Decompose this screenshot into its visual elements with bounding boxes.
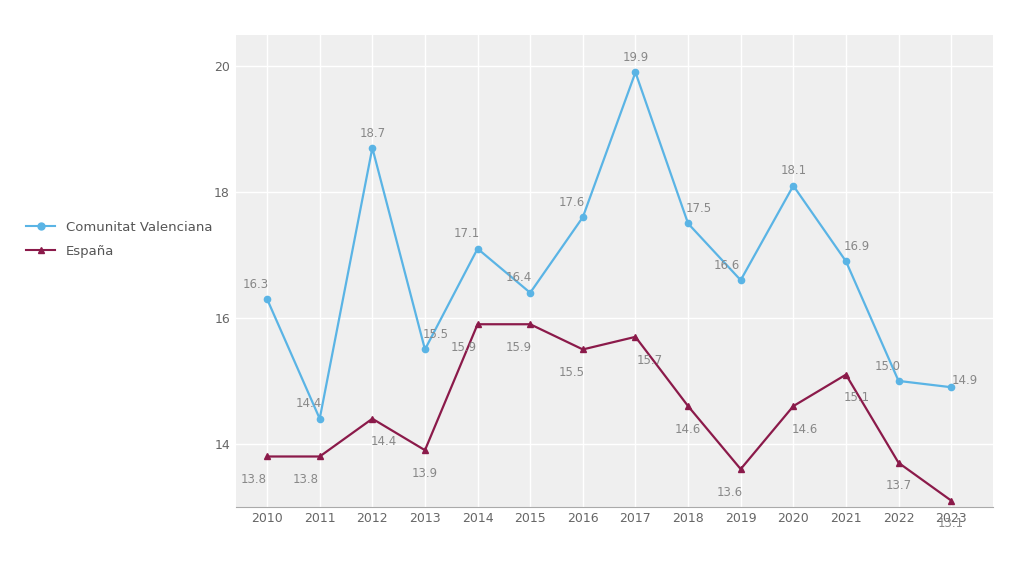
Text: 15.9: 15.9	[506, 341, 532, 354]
Comunitat Valenciana	[419, 346, 431, 353]
Comunitat Valenciana	[261, 295, 273, 302]
Comunitat Valenciana	[367, 145, 379, 151]
Text: 14.6: 14.6	[675, 423, 701, 436]
Comunitat Valenciana	[471, 245, 483, 252]
España	[577, 346, 589, 353]
Comunitat Valenciana	[840, 258, 852, 265]
Comunitat Valenciana	[524, 289, 537, 296]
Comunitat Valenciana	[892, 377, 904, 384]
España	[261, 453, 273, 460]
España	[367, 415, 379, 422]
España	[734, 465, 746, 472]
Text: 13.6: 13.6	[717, 486, 742, 499]
Text: 17.5: 17.5	[686, 202, 713, 215]
Comunitat Valenciana	[313, 415, 326, 422]
Text: 17.6: 17.6	[558, 196, 585, 209]
Text: 15.5: 15.5	[559, 366, 585, 379]
Line: España: España	[263, 321, 954, 504]
Text: 14.4: 14.4	[296, 397, 322, 410]
España	[471, 321, 483, 328]
Text: 14.4: 14.4	[371, 435, 396, 448]
Text: 15.0: 15.0	[874, 359, 900, 373]
Text: 16.6: 16.6	[714, 259, 740, 272]
España	[524, 321, 537, 328]
Text: 16.3: 16.3	[243, 278, 269, 291]
España	[419, 447, 431, 454]
Text: 13.8: 13.8	[241, 473, 266, 486]
Text: 13.1: 13.1	[938, 517, 965, 530]
España	[787, 403, 800, 410]
Text: 15.1: 15.1	[844, 391, 870, 404]
Text: 14.6: 14.6	[792, 423, 817, 436]
Text: 17.1: 17.1	[454, 228, 479, 240]
España	[892, 459, 904, 466]
España	[313, 453, 326, 460]
Line: Comunitat Valenciana: Comunitat Valenciana	[264, 69, 954, 422]
Comunitat Valenciana	[945, 384, 957, 391]
Comunitat Valenciana	[577, 214, 589, 221]
España	[945, 497, 957, 504]
España	[840, 371, 852, 378]
España	[682, 403, 694, 410]
Text: 14.9: 14.9	[952, 374, 978, 387]
Text: 16.9: 16.9	[844, 240, 870, 253]
Text: 15.9: 15.9	[451, 341, 477, 354]
España	[630, 334, 642, 340]
Text: 15.5: 15.5	[423, 328, 450, 341]
Text: 19.9: 19.9	[623, 51, 648, 64]
Comunitat Valenciana	[682, 220, 694, 227]
Text: 18.7: 18.7	[359, 127, 385, 139]
Legend: Comunitat Valenciana, España: Comunitat Valenciana, España	[27, 221, 212, 258]
Text: 13.9: 13.9	[412, 467, 438, 480]
Comunitat Valenciana	[734, 276, 746, 283]
Text: 13.7: 13.7	[886, 479, 911, 492]
Comunitat Valenciana	[630, 69, 642, 76]
Text: 16.4: 16.4	[506, 271, 532, 285]
Text: 13.8: 13.8	[293, 473, 318, 486]
Text: 18.1: 18.1	[780, 164, 806, 177]
Text: 15.7: 15.7	[636, 354, 663, 366]
Comunitat Valenciana	[787, 182, 800, 189]
